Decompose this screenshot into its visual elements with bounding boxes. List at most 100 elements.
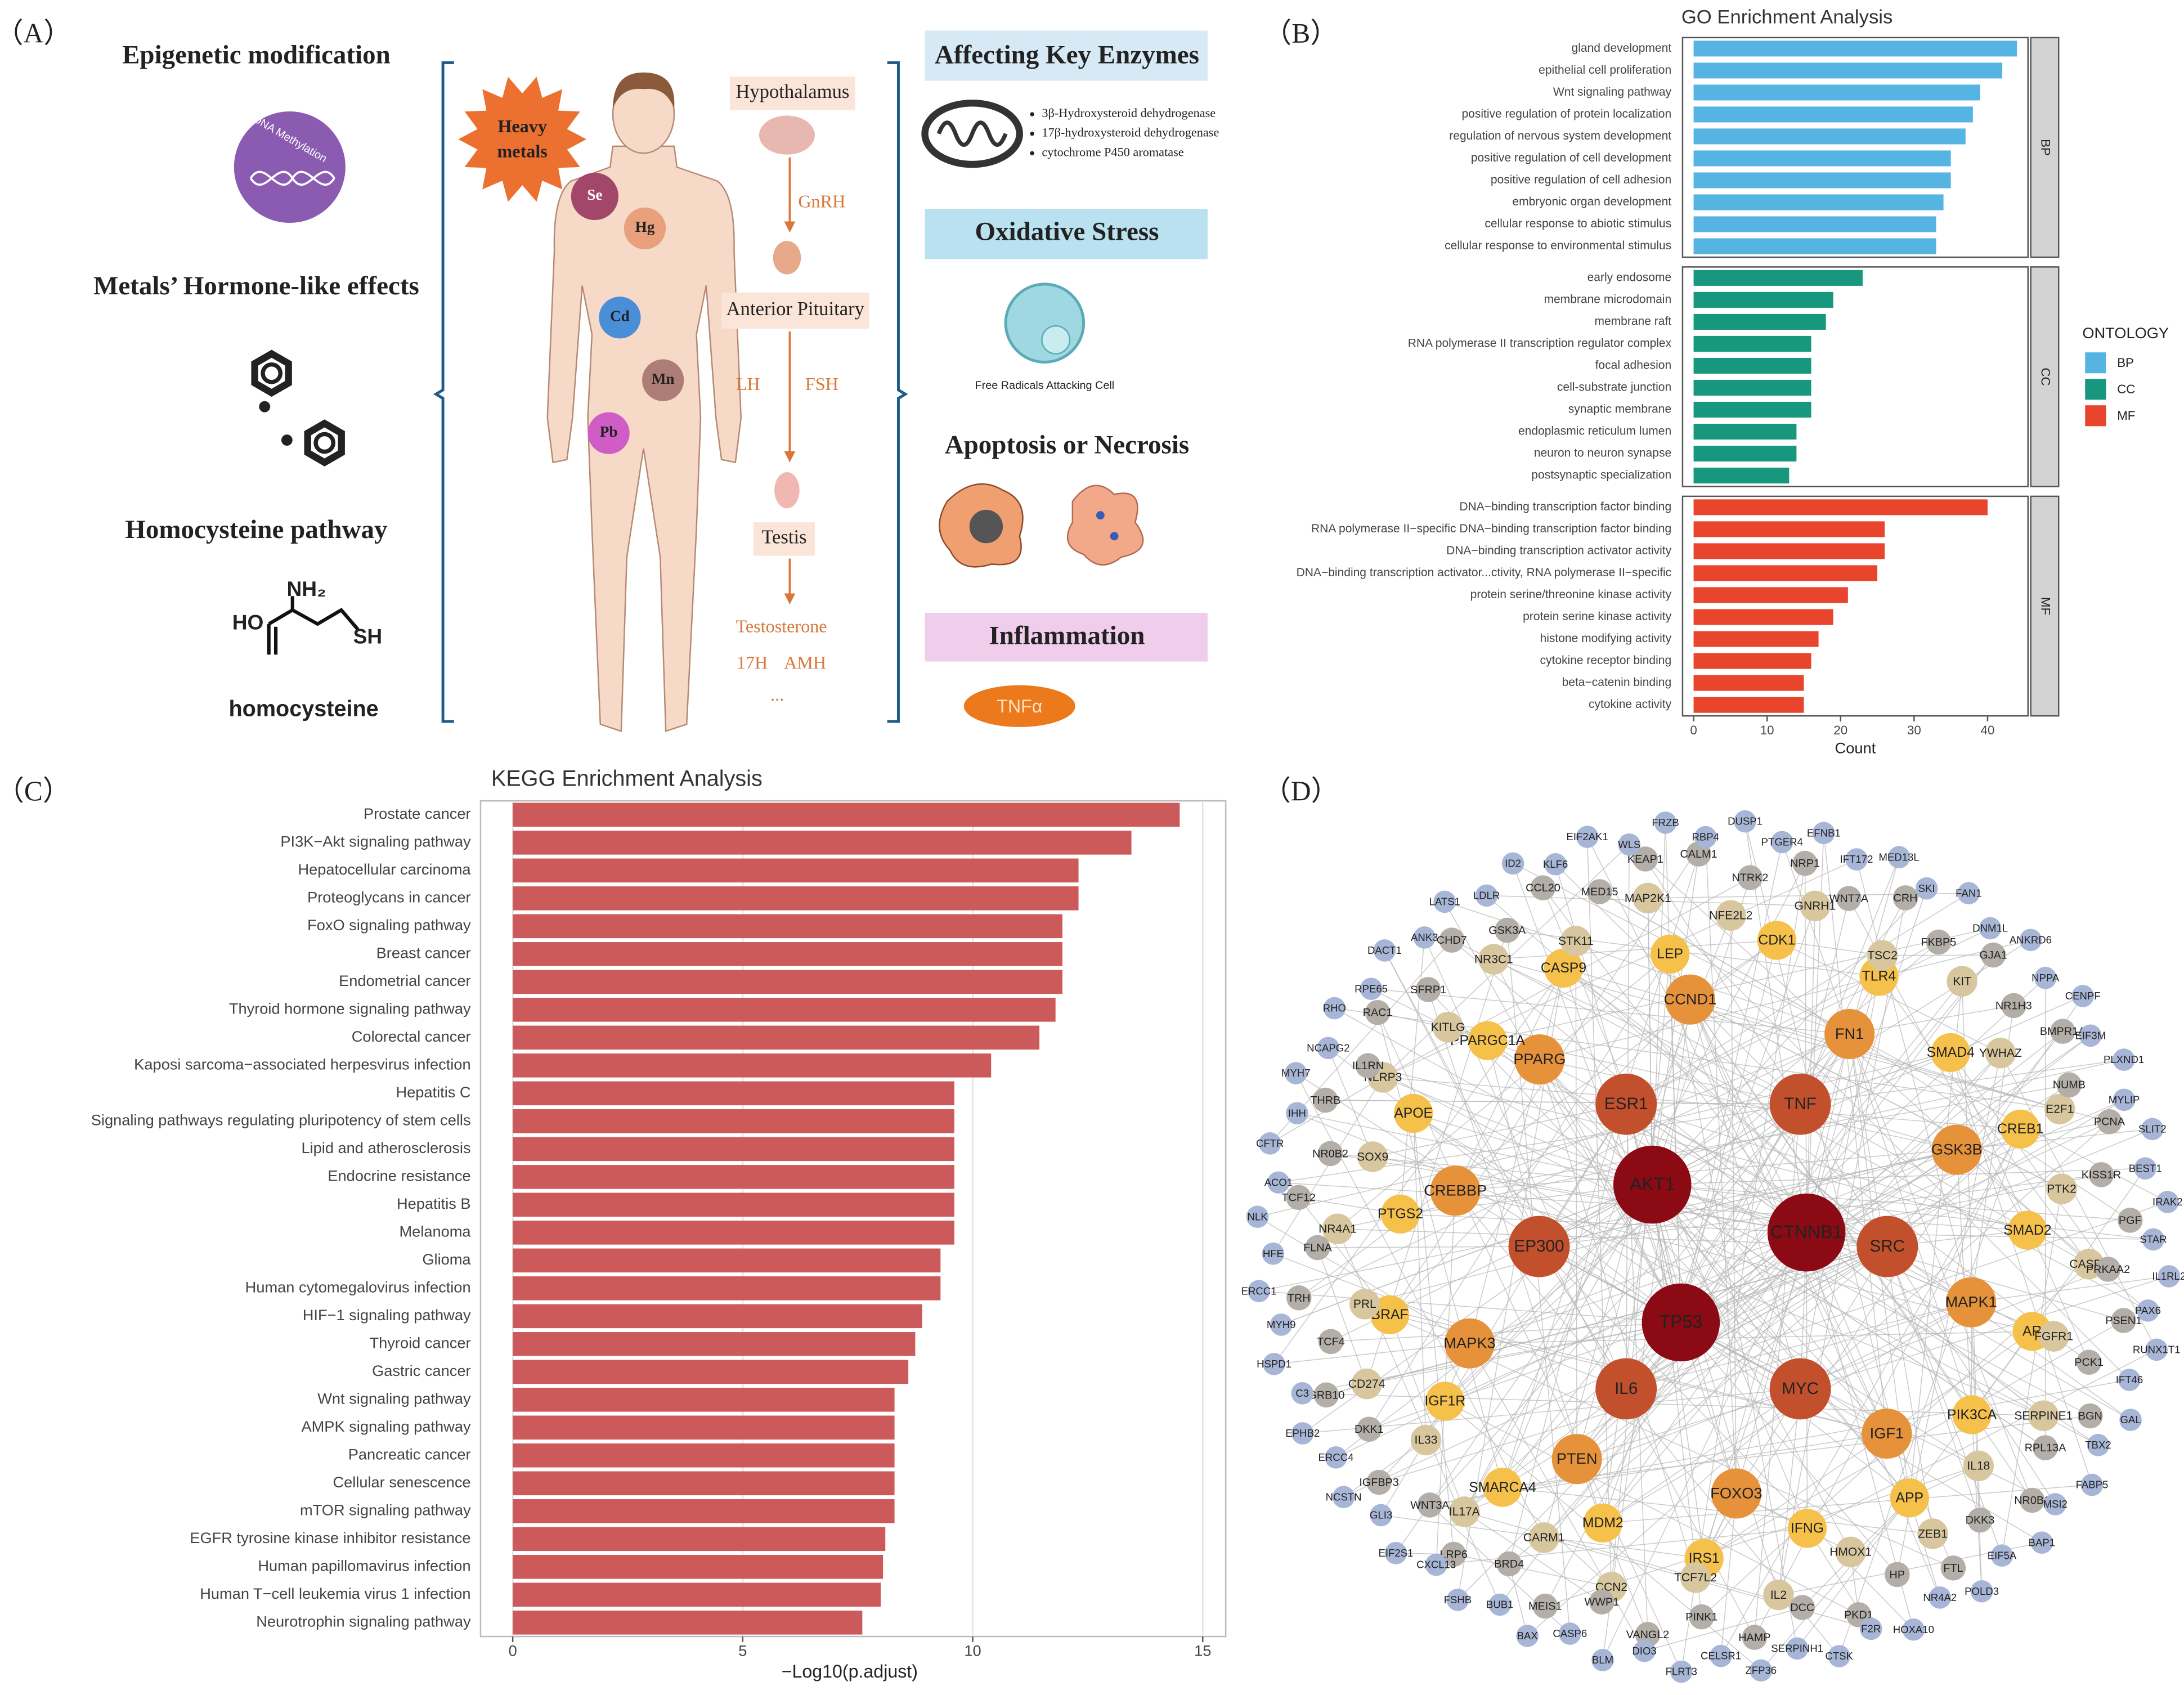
network-node [1514, 1034, 1565, 1085]
category-label: positive regulation of cell development [1471, 151, 1671, 164]
node-label: HP [1890, 1568, 1905, 1581]
node-label: ZEB1 [1918, 1527, 1948, 1540]
network-node [1970, 1580, 1993, 1603]
node-label: CRH [1894, 892, 1918, 904]
node-label: CTNNB1 [1770, 1222, 1843, 1242]
network-node [2033, 1435, 2058, 1460]
network-node [1711, 1468, 1761, 1519]
bar [1693, 631, 1819, 647]
node-label: ERCC4 [1319, 1451, 1354, 1463]
network-node [1952, 1395, 1992, 1434]
network-node [1496, 1551, 1522, 1577]
network-node [1270, 1313, 1293, 1336]
network-edge [1626, 1246, 1888, 1389]
x-tick-label: 40 [1981, 723, 1995, 737]
network-edge [1777, 940, 2001, 1053]
category-label: Lipid and atherosclerosis [301, 1139, 470, 1156]
node-label: TCF12 [1281, 1191, 1316, 1204]
network-node [1417, 1492, 1443, 1518]
network-edge [1970, 1302, 1983, 1591]
network-edge [1705, 837, 1737, 1494]
bar [513, 1165, 954, 1189]
burst-label: Heavy [497, 116, 547, 136]
network-node [2119, 1409, 2142, 1431]
bar [1693, 543, 1885, 559]
network-node [1694, 826, 1717, 849]
tnf-label: TNFα [997, 696, 1042, 716]
node-label: MED13L [1879, 851, 1920, 863]
tnf-icon [963, 685, 1075, 727]
node-label: SRC [1869, 1237, 1905, 1255]
network-edge [1645, 858, 2089, 1264]
category-label: regulation of nervous system development [1449, 129, 1671, 142]
network-node [1710, 1644, 1732, 1667]
node-label: FN1 [1835, 1025, 1864, 1042]
network-node [1769, 1073, 1831, 1135]
node-label: FTL [1943, 1562, 1963, 1575]
network-edge [1469, 1232, 1807, 1344]
network-edge [1297, 1113, 2044, 1416]
bar [513, 1388, 895, 1412]
network-edge [1494, 940, 1777, 960]
node-label: EPHB2 [1285, 1427, 1320, 1439]
legend-label: BP [2117, 356, 2134, 370]
category-label: Cellular senescence [333, 1473, 470, 1491]
network-edge [1424, 937, 1627, 1389]
network-node [2113, 1048, 2135, 1071]
node-label: VANGL2 [1626, 1629, 1670, 1641]
node-label: PTEN [1557, 1450, 1598, 1467]
network-node [1468, 1021, 1508, 1060]
category-label: DNA−binding transcription activator acti… [1446, 544, 1672, 557]
network-edge [1464, 1184, 1653, 1512]
node-label: ERCC1 [1241, 1285, 1277, 1297]
node-label: DKK3 [1966, 1514, 1995, 1527]
node-label: MDM2 [1582, 1515, 1624, 1531]
network-edge [1335, 1104, 1801, 1458]
cell-fragment [1110, 532, 1119, 541]
bar [513, 1221, 954, 1245]
bar [513, 1192, 954, 1217]
network-edge [1887, 1246, 2131, 1420]
node-label: EIF3M [2075, 1029, 2106, 1041]
bar [1693, 194, 1944, 210]
bar [513, 1025, 1040, 1050]
network-edge [1455, 1149, 1957, 1191]
node-label: SMAD4 [1927, 1045, 1975, 1060]
node-label: FGFR1 [2034, 1330, 2073, 1343]
network-edge [1804, 863, 1807, 1233]
x-axis-title: Count [1835, 739, 1876, 757]
panel-label: （D） [1263, 775, 1339, 806]
node-label: YWHAZ [1979, 1047, 2022, 1060]
network-node [1448, 1496, 1480, 1527]
network-edge [1412, 1113, 1454, 1555]
x-tick-label: 30 [1907, 723, 1921, 737]
network-node [2071, 985, 2095, 1007]
bar [1693, 565, 1878, 581]
node-label: IFT46 [2116, 1374, 2143, 1385]
network-node [1963, 1450, 1994, 1482]
bar [513, 886, 1079, 911]
node-label: STK11 [1558, 935, 1594, 948]
node-label: IL6 [1615, 1379, 1638, 1398]
network-node [1946, 1277, 1997, 1328]
category-label: Neurotrophin signaling pathway [256, 1612, 471, 1630]
network-node [1267, 1171, 1290, 1194]
network-edge [1806, 1232, 2044, 1416]
legend-title: ONTOLOGY [2082, 324, 2169, 342]
category-label: Hepatitis C [396, 1083, 470, 1101]
node-label: POLD3 [1965, 1585, 1999, 1597]
network-node [2158, 1265, 2181, 1288]
category-label: Wnt signaling pathway [1553, 86, 1672, 98]
network-node [2019, 1487, 2045, 1513]
network-edge [1493, 959, 2149, 1311]
network-node [2076, 1349, 2102, 1375]
enzyme-item: 17β-hydroxysteroid dehydrogenase [1042, 125, 1219, 140]
network-node [1734, 810, 1756, 833]
node-label: RPL13A [2025, 1442, 2067, 1454]
node-label: GSK3B [1931, 1140, 1983, 1158]
network-edge [1652, 1184, 2131, 1221]
network-edge [1665, 822, 1681, 1322]
network-edge [1302, 1393, 2044, 1416]
node-label: FRZB [1652, 817, 1679, 828]
node-label: PAX6 [2135, 1304, 2161, 1316]
